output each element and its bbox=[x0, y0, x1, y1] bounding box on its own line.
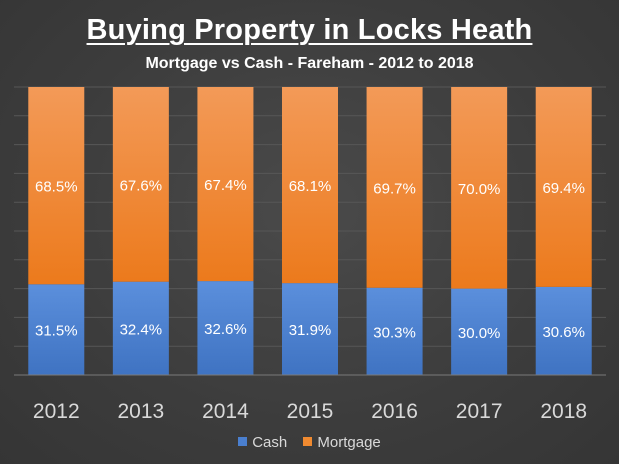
legend-label-cash: Cash bbox=[252, 434, 288, 451]
x-tick-label-2018: 2018 bbox=[540, 400, 587, 423]
data-label-cash-2012: 31.5% bbox=[35, 323, 78, 340]
bar-cash-2018 bbox=[535, 286, 592, 375]
data-label-mortgage-2014: 67.4% bbox=[204, 177, 247, 194]
data-label-cash-2015: 31.9% bbox=[289, 322, 332, 339]
bar-cash-2014 bbox=[197, 281, 254, 375]
bar-mortgage-2016 bbox=[366, 87, 423, 288]
bar-mortgage-2013 bbox=[112, 87, 169, 282]
data-label-mortgage-2012: 68.5% bbox=[35, 179, 78, 196]
data-label-mortgage-2016: 69.7% bbox=[373, 180, 416, 197]
legend: Cash Mortgage bbox=[0, 434, 619, 451]
bar-cash-2017 bbox=[451, 288, 508, 375]
bar-cash-2013 bbox=[112, 281, 169, 375]
bar-mortgage-2017 bbox=[451, 87, 508, 289]
legend-swatch-cash bbox=[238, 437, 248, 446]
legend-label-mortgage: Mortgage bbox=[317, 434, 381, 451]
x-tick-label-2014: 2014 bbox=[202, 400, 249, 423]
bar-mortgage-2014 bbox=[197, 87, 254, 282]
x-axis-ticks: 2012 2013 2014 2015 2016 2017 2018 bbox=[33, 400, 587, 423]
x-tick-label-2013: 2013 bbox=[117, 400, 164, 423]
data-label-cash-2017: 30.0% bbox=[458, 325, 501, 342]
bar-cash-2016 bbox=[366, 287, 423, 375]
data-label-mortgage-2018: 69.4% bbox=[542, 180, 585, 197]
x-tick-label-2015: 2015 bbox=[287, 400, 334, 423]
x-tick-label-2017: 2017 bbox=[456, 400, 503, 423]
data-labels: 31.5% 68.5% 32.4% 67.6% 32.6% 67.4% 31.9% 68.1%… bbox=[35, 177, 585, 342]
bar-cash-2012 bbox=[28, 284, 85, 375]
data-label-cash-2013: 32.4% bbox=[120, 321, 163, 338]
bar-mortgage-2018 bbox=[535, 87, 592, 287]
data-label-cash-2016: 30.3% bbox=[373, 324, 416, 341]
data-label-mortgage-2017: 70.0% bbox=[458, 181, 501, 198]
x-tick-label-2016: 2016 bbox=[371, 400, 418, 423]
bar-mortgage-2012 bbox=[28, 87, 85, 285]
x-tick-label-2012: 2012 bbox=[33, 400, 80, 423]
legend-swatch-mortgage bbox=[303, 437, 313, 446]
bar-cash-2015 bbox=[282, 283, 338, 375]
data-label-mortgage-2015: 68.1% bbox=[289, 178, 332, 195]
chart-title: Buying Property in Locks Heath bbox=[86, 14, 533, 46]
data-label-cash-2014: 32.6% bbox=[204, 321, 247, 338]
legend-item-mortgage: Mortgage bbox=[303, 434, 381, 451]
bars bbox=[28, 87, 592, 375]
data-label-mortgage-2013: 67.6% bbox=[120, 177, 163, 194]
data-label-cash-2018: 30.6% bbox=[542, 324, 585, 341]
chart-subtitle: Mortgage vs Cash - Fareham - 2012 to 201… bbox=[145, 55, 474, 72]
bar-mortgage-2015 bbox=[282, 87, 338, 284]
legend-item-cash: Cash bbox=[238, 434, 287, 451]
